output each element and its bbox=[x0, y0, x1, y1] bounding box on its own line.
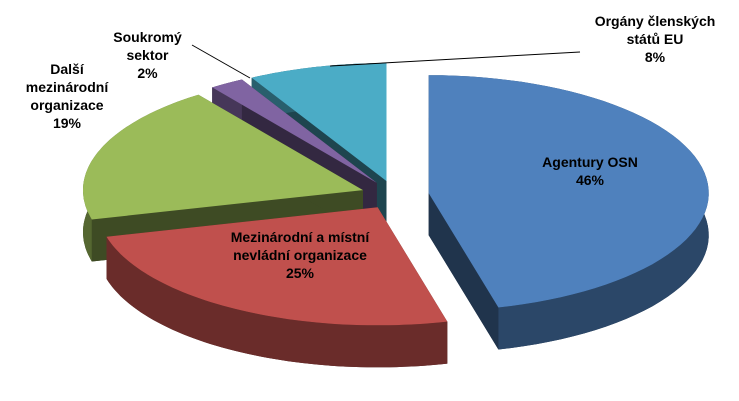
slice-name: Agentury OSN bbox=[542, 154, 638, 170]
slice bbox=[251, 63, 387, 182]
slice-name: Orgány členských států EU bbox=[594, 13, 716, 47]
slice-label: Soukromý sektor 2% bbox=[95, 28, 200, 82]
slice bbox=[83, 94, 363, 220]
slice-value: 2% bbox=[137, 65, 158, 81]
slice-value: 25% bbox=[285, 265, 315, 281]
slice-label: Orgány členských států EU 8% bbox=[585, 12, 725, 66]
leader-line bbox=[191, 44, 251, 79]
slice-name: Další mezinárodní organizace bbox=[25, 61, 109, 113]
slice-value: 46% bbox=[575, 172, 605, 188]
slice-label: Další mezinárodní organizace 19% bbox=[8, 60, 126, 132]
slice-name: Soukromý sektor bbox=[113, 29, 182, 63]
slice bbox=[428, 75, 709, 308]
slice-value: 19% bbox=[52, 115, 82, 131]
slice bbox=[212, 79, 377, 183]
slice bbox=[106, 207, 448, 326]
slice-wall bbox=[106, 236, 448, 368]
slice-label: Agentury OSN 46% bbox=[525, 153, 655, 189]
leader-line bbox=[329, 51, 581, 67]
slice-side bbox=[428, 193, 499, 350]
slice-name: Mezinárodní a místní nevládní organizace bbox=[230, 229, 370, 263]
slice-value: 8% bbox=[644, 49, 666, 65]
slice-label: Mezinárodní a místní nevládní organizace… bbox=[225, 228, 375, 282]
